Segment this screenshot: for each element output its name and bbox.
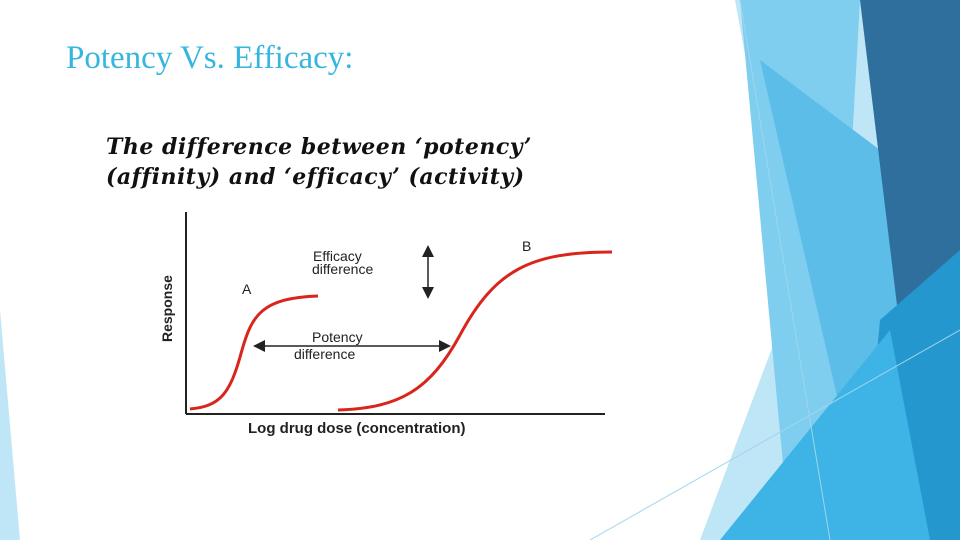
curve-b-label: B [522, 238, 531, 254]
bg-shape-bright [720, 330, 930, 540]
dose-response-diagram: Response Log drug dose (concentration) A… [145, 205, 630, 445]
potency-label-line-2: difference [294, 346, 355, 362]
curve-a-label: A [242, 281, 252, 297]
figure-heading-line-1: The difference between ‘potency’ [106, 134, 532, 160]
curve-a [189, 294, 319, 411]
bg-shape-dark [860, 0, 960, 330]
y-axis-label: Response [159, 275, 175, 342]
curve-b [337, 250, 613, 412]
plot-background [145, 205, 630, 445]
potency-label-line-1: Potency [312, 329, 363, 345]
bg-shape-left-edge [0, 310, 20, 540]
efficacy-label-line-2: difference [312, 261, 373, 277]
figure-heading-line-2: (affinity) and ‘efficacy’ (activity) [106, 164, 525, 190]
potency-efficacy-figure: The difference between ‘potency’ (affini… [100, 130, 660, 450]
x-axis-label: Log drug dose (concentration) [248, 420, 466, 437]
bg-line-2 [589, 329, 960, 540]
bg-line-1 [739, 0, 831, 540]
efficacy-label-line-1: Efficacy [313, 248, 362, 264]
slide-title: Potency Vs. Efficacy: [66, 40, 354, 76]
